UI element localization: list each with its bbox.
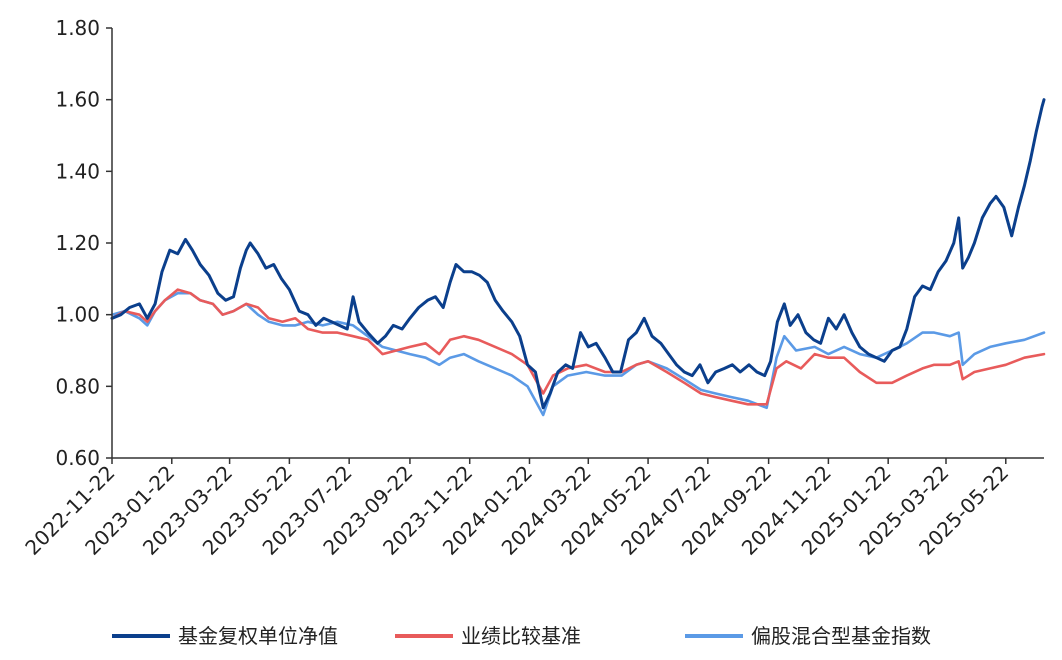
y-tick-label: 0.80 (55, 374, 100, 398)
y-tick-label: 0.60 (55, 446, 100, 470)
series-line-0 (110, 98, 1046, 410)
legend-label-2: 偏股混合型基金指数 (751, 624, 931, 648)
y-tick-label: 1.80 (55, 16, 100, 40)
y-tick-label: 1.00 (55, 303, 100, 327)
series-line-2 (110, 291, 1046, 417)
x-ticks: 2022-11-222023-01-222023-03-222023-05-22… (20, 458, 1013, 560)
y-ticks: 0.60 0.80 1.00 1.20 1.40 1.60 1.80 (55, 16, 112, 470)
series-line-1 (110, 288, 1046, 406)
y-tick-label: 1.60 (55, 88, 100, 112)
legend: 基金复权单位净值 业绩比较基准 偏股混合型基金指数 (112, 624, 931, 648)
y-tick-label: 1.40 (55, 159, 100, 183)
legend-label-0: 基金复权单位净值 (178, 624, 338, 648)
series-layer (110, 98, 1046, 417)
legend-label-1: 业绩比较基准 (461, 624, 581, 648)
y-tick-label: 1.20 (55, 231, 100, 255)
